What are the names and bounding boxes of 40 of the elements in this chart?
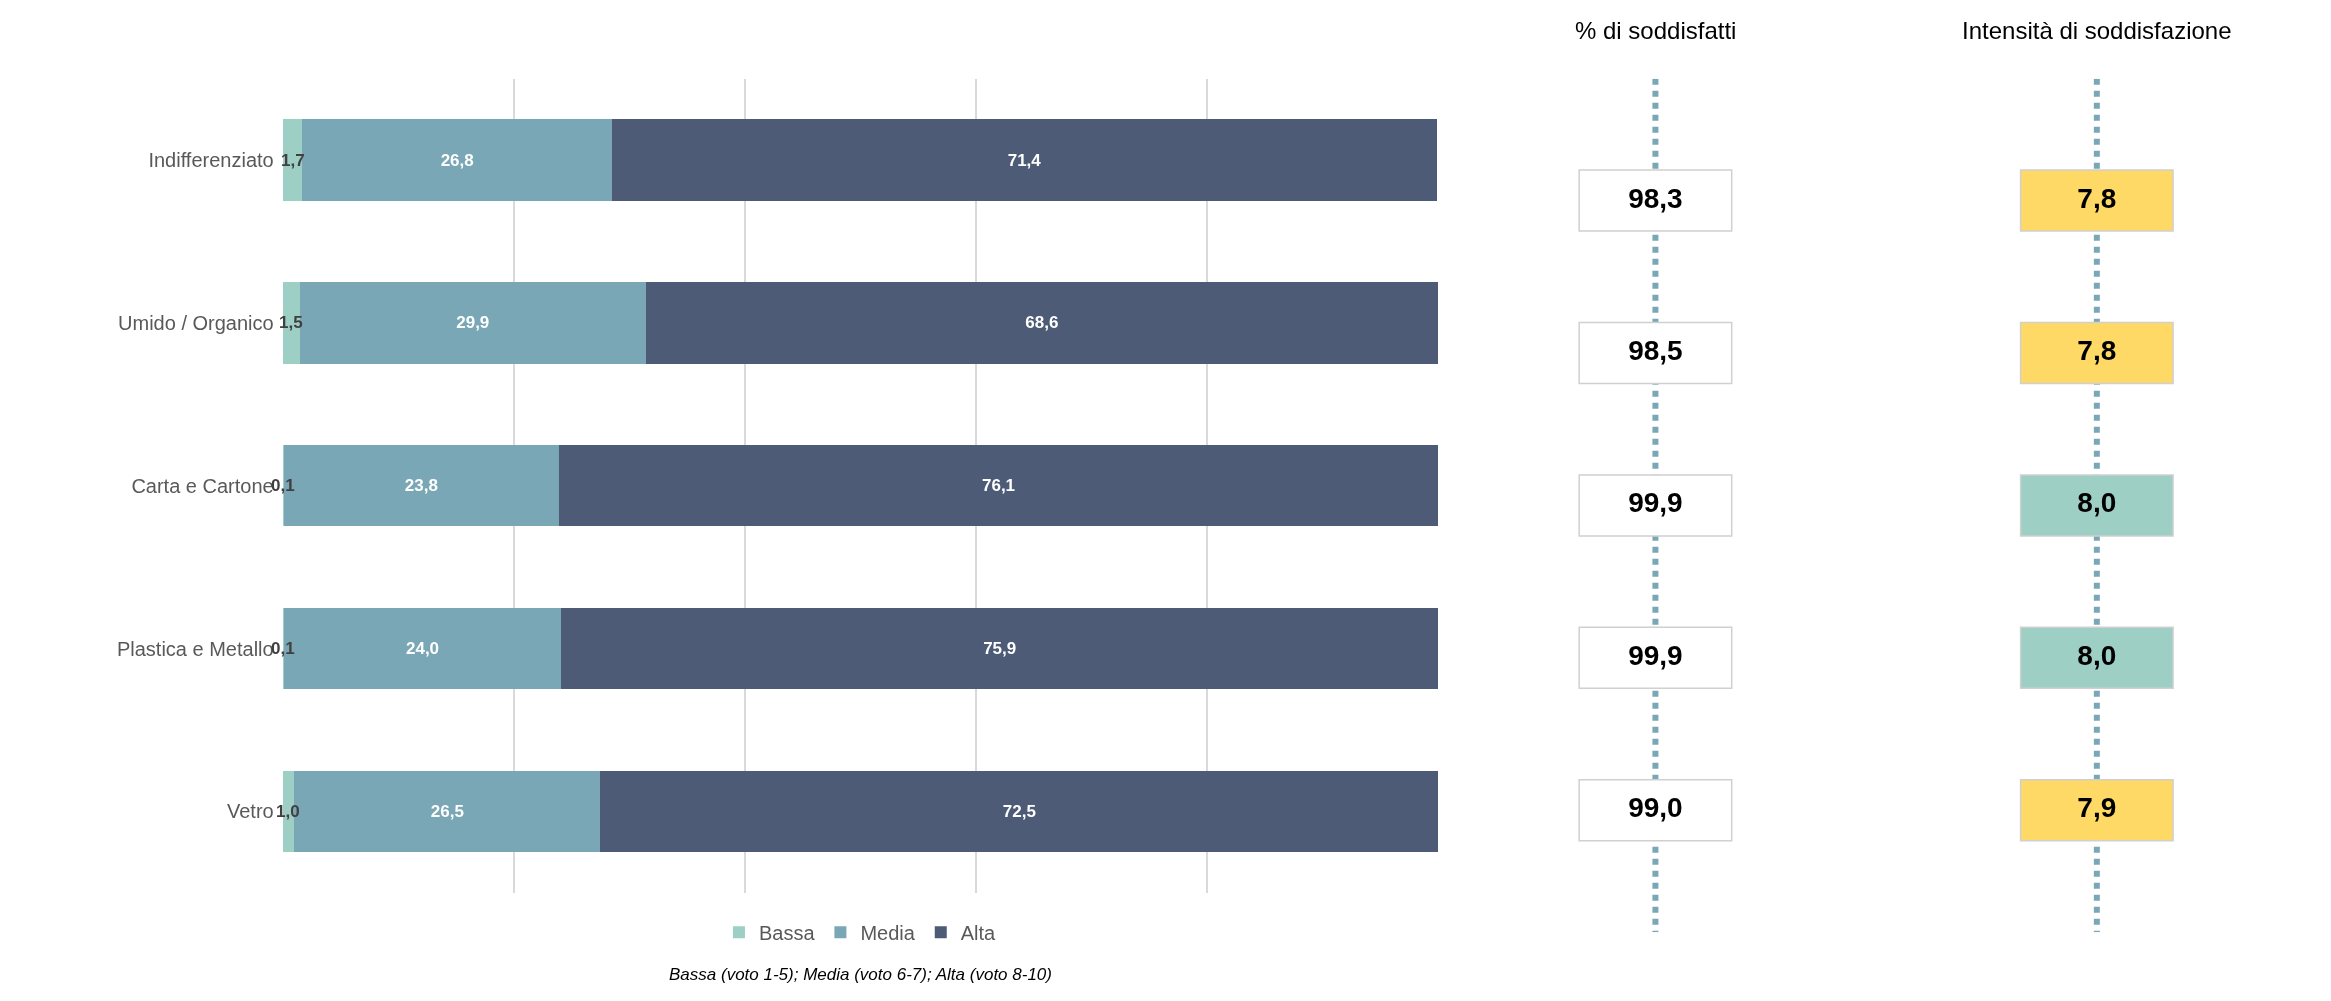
text: 7,9 bbox=[2077, 792, 2117, 824]
data-label: 72,5 bbox=[1002, 801, 1036, 821]
y-tick-label: Umido / Organico bbox=[118, 311, 274, 334]
y-tick-label: Indifferenziato bbox=[148, 149, 274, 172]
bar bbox=[302, 119, 613, 201]
data-label: 0,1 bbox=[271, 476, 295, 495]
data-label: 76,1 bbox=[981, 476, 1016, 496]
bar bbox=[612, 119, 1438, 201]
bar bbox=[300, 282, 646, 364]
legend-label: Alta bbox=[960, 921, 997, 944]
text: Bassa (voto 1-5); Media (voto 6-7); Alta (voto 8-10) bbox=[669, 965, 1052, 984]
text: 99,9 bbox=[1628, 639, 1683, 671]
data-label: 24,0 bbox=[405, 639, 440, 659]
bar bbox=[645, 282, 1439, 364]
bar bbox=[561, 607, 1439, 690]
data-label: 68,6 bbox=[1025, 313, 1059, 333]
text: 99,0 bbox=[1628, 792, 1683, 824]
text: 8,0 bbox=[2077, 487, 2117, 519]
legend-label: Bassa bbox=[758, 921, 816, 944]
data-label: 71,4 bbox=[1007, 150, 1042, 170]
text: Intensità di soddisfazione bbox=[1962, 17, 2232, 44]
text: 98,5 bbox=[1628, 335, 1683, 366]
text: 98,3 bbox=[1628, 182, 1683, 214]
data-label: 0,1 bbox=[271, 639, 295, 658]
y-tick-label: Carta e Cartone bbox=[131, 474, 274, 497]
data-label: 26,5 bbox=[430, 801, 464, 821]
bar bbox=[558, 445, 1439, 527]
data-label: 23,8 bbox=[404, 476, 438, 496]
bar bbox=[600, 770, 1439, 853]
data-label: 26,8 bbox=[440, 150, 474, 170]
text: 7,8 bbox=[2077, 335, 2117, 366]
legend-label: Media bbox=[860, 921, 916, 944]
y-tick-label: Plastica e Metallo bbox=[116, 637, 274, 660]
text: % di soddisfatti bbox=[1575, 17, 1737, 44]
data-label: 75,9 bbox=[983, 639, 1017, 659]
text: 7,8 bbox=[2077, 182, 2117, 214]
text: 99,9 bbox=[1628, 487, 1683, 519]
data-label: 29,9 bbox=[456, 313, 490, 333]
text: 8,0 bbox=[2077, 639, 2117, 671]
y-tick-label: Vetro bbox=[226, 800, 274, 823]
